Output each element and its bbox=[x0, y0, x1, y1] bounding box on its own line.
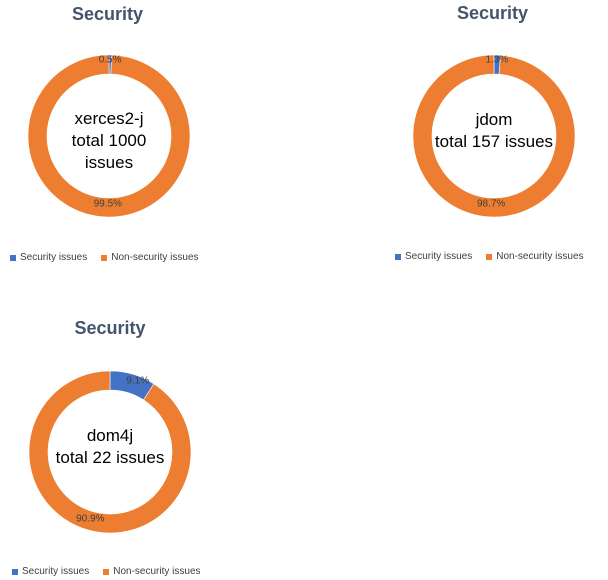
donut-chart-dom4j: Security dom4j total 22 issues Security … bbox=[0, 314, 220, 580]
center-label-line-1: xerces2-j bbox=[74, 109, 144, 128]
data-label-security: 9.1% bbox=[126, 375, 150, 387]
legend-item-non-security: Non-security issues bbox=[103, 566, 201, 577]
chart-legend: Security issues Non-security issues bbox=[10, 252, 199, 263]
legend-label-security: Security issues bbox=[20, 252, 88, 263]
slice-non-security bbox=[412, 54, 576, 218]
legend-swatch-security bbox=[395, 253, 401, 260]
chart-title: Security bbox=[74, 318, 146, 338]
slice-non-security bbox=[27, 54, 191, 218]
data-label-security: 1.3% bbox=[485, 54, 509, 66]
legend-swatch-security bbox=[10, 254, 16, 261]
center-label-line-3: issues bbox=[84, 153, 134, 172]
donut-svg bbox=[412, 54, 576, 218]
chart-title: Security bbox=[71, 4, 144, 24]
data-label-security: 0.5% bbox=[98, 54, 122, 66]
legend-swatch-non-security bbox=[486, 253, 493, 260]
chart-legend: Security issues Non-security issues bbox=[395, 251, 584, 262]
data-label-non-security: 90.9% bbox=[76, 513, 105, 525]
legend-label-non-security: Non-security issues bbox=[111, 252, 199, 263]
center-label: jdom total 157 issues bbox=[424, 109, 564, 153]
center-label-line-2: total 157 issues bbox=[434, 132, 554, 151]
legend-item-security: Security issues bbox=[12, 566, 89, 577]
legend-item-security: Security issues bbox=[10, 252, 87, 263]
legend-swatch-non-security bbox=[103, 568, 110, 575]
center-label-line-1: dom4j bbox=[86, 426, 134, 445]
data-label-non-security: 98.7% bbox=[476, 198, 506, 210]
legend-label-security: Security issues bbox=[405, 251, 473, 262]
legend-label-security: Security issues bbox=[22, 566, 90, 577]
donut-chart-xerces2-j: Security xerces2-j total 1000 issues Sec… bbox=[0, 0, 215, 272]
legend-item-non-security: Non-security issues bbox=[101, 252, 199, 263]
donut-chart-jdom: Security jdom total 157 issues Security … bbox=[385, 0, 600, 272]
center-label-line-2: total 22 issues bbox=[55, 448, 165, 467]
center-label: xerces2-j total 1000 issues bbox=[49, 108, 169, 174]
legend-label-non-security: Non-security issues bbox=[113, 566, 201, 577]
data-label-non-security: 99.5% bbox=[93, 198, 123, 210]
donut-svg bbox=[28, 370, 192, 534]
legend-label-non-security: Non-security issues bbox=[496, 251, 584, 262]
center-label-line-1: jdom bbox=[475, 110, 513, 129]
donut-svg bbox=[27, 54, 191, 218]
legend-item-security: Security issues bbox=[395, 251, 472, 262]
slice-non-security bbox=[28, 370, 192, 534]
chart-legend: Security issues Non-security issues bbox=[12, 566, 201, 577]
center-label: dom4j total 22 issues bbox=[40, 425, 180, 469]
chart-title: Security bbox=[456, 3, 529, 23]
legend-swatch-non-security bbox=[101, 254, 108, 261]
legend-swatch-security bbox=[12, 568, 18, 575]
legend-item-non-security: Non-security issues bbox=[486, 251, 584, 262]
center-label-line-2: total 1000 bbox=[71, 131, 147, 150]
